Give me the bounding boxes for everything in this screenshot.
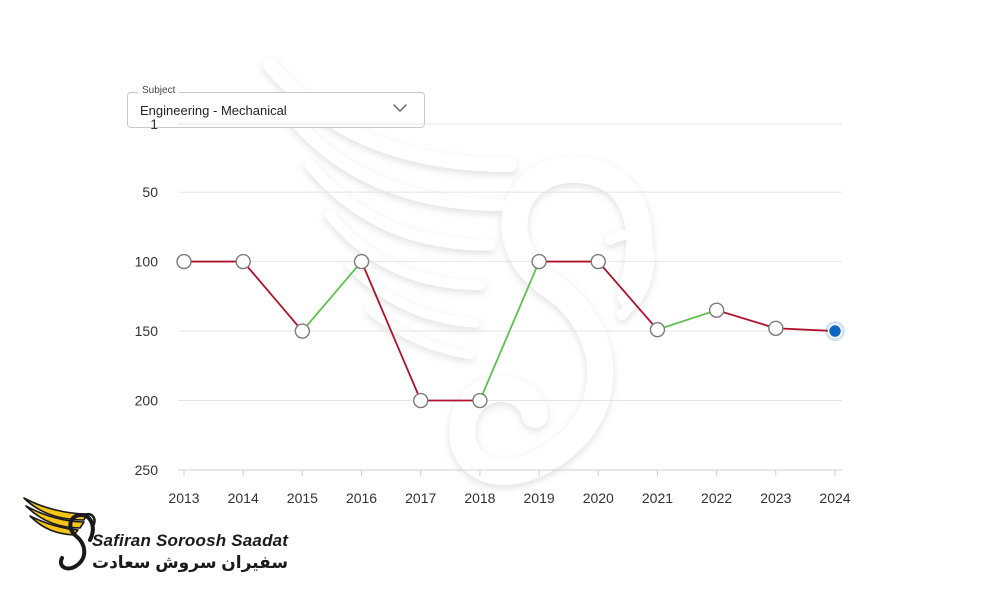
- x-tick-labels: 2013 2014 2015 2016 2017 2018 2019 2020 2021 2022…: [168, 490, 850, 506]
- x-tick-label: 2013: [168, 490, 199, 506]
- series-segment: [657, 309, 717, 331]
- series-segment: [716, 309, 777, 330]
- axes: [178, 469, 842, 476]
- brand-logo: Safiran Soroosh Saadat سفیران سروش سعادت: [22, 494, 292, 574]
- y-tick-label: 50: [142, 184, 158, 200]
- series-segment: [301, 260, 363, 332]
- x-tick-label: 2022: [701, 490, 732, 506]
- data-point[interactable]: [531, 253, 547, 270]
- series-segment: [242, 260, 304, 332]
- data-point[interactable]: [235, 253, 251, 270]
- x-tick-label: 2018: [464, 490, 495, 506]
- series-segment: [479, 261, 540, 401]
- subject-select-value: Engineering - Mechanical: [140, 103, 287, 118]
- data-point[interactable]: [353, 253, 370, 270]
- x-tick-label: 2014: [228, 490, 259, 506]
- data-point[interactable]: [294, 323, 311, 339]
- data-point[interactable]: [708, 302, 725, 318]
- subject-select[interactable]: Subject Engineering - Mechanical: [127, 85, 425, 128]
- data-point[interactable]: [472, 392, 488, 409]
- brand-name-english: Safiran Soroosh Saadat: [92, 531, 289, 550]
- x-tick-label: 2017: [405, 490, 436, 506]
- series-line: [184, 260, 836, 402]
- y-tick-label: 150: [135, 323, 159, 339]
- data-points: [176, 253, 845, 409]
- golden-swan-logo-icon: [23, 497, 96, 571]
- x-tick-label: 2024: [819, 490, 850, 506]
- x-tick-label: 2020: [583, 490, 614, 506]
- x-tick-label: 2015: [287, 490, 318, 506]
- x-tick-label: 2016: [346, 490, 377, 506]
- data-point[interactable]: [176, 253, 192, 270]
- series-segment: [597, 260, 659, 331]
- y-tick-label: 250: [135, 462, 159, 478]
- y-tick-label: 100: [135, 254, 159, 270]
- x-tick-label: 2021: [642, 490, 673, 506]
- data-point[interactable]: [413, 392, 429, 409]
- grid-lines: [178, 123, 842, 402]
- y-tick-label: 1: [150, 116, 158, 132]
- series-segment: [775, 327, 836, 332]
- data-point[interactable]: [590, 253, 606, 270]
- brand-name-persian: سفیران سروش سعادت: [92, 553, 289, 572]
- data-point[interactable]: [768, 320, 784, 336]
- watermark-swan: [263, 58, 655, 486]
- data-point[interactable]: [649, 321, 666, 338]
- x-tick-label: 2019: [524, 490, 555, 506]
- y-tick-label: 200: [135, 393, 159, 409]
- series-segment: [360, 261, 422, 401]
- data-point-current[interactable]: [827, 323, 843, 339]
- subject-select-label: Subject: [138, 85, 180, 96]
- x-tick-label: 2023: [760, 490, 791, 506]
- chevron-down-icon[interactable]: [392, 101, 408, 115]
